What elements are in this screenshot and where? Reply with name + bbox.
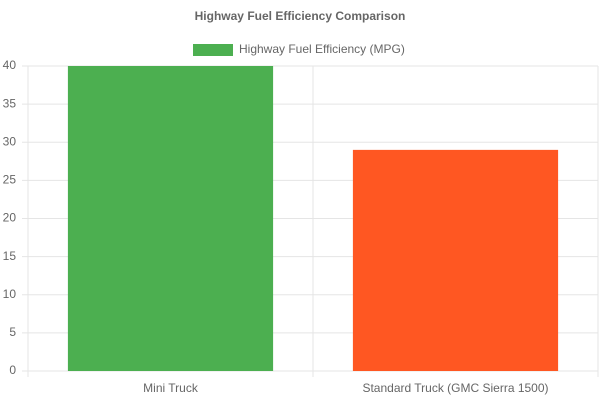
y-tick-label: 25 bbox=[3, 173, 17, 187]
legend-label: Highway Fuel Efficiency (MPG) bbox=[239, 42, 405, 56]
x-tick-label: Mini Truck bbox=[143, 381, 199, 395]
bar bbox=[67, 66, 274, 371]
y-tick-label: 10 bbox=[3, 287, 17, 301]
x-tick-label: Standard Truck (GMC Sierra 1500) bbox=[362, 381, 548, 395]
y-tick-label: 30 bbox=[3, 134, 17, 148]
y-tick-label: 40 bbox=[3, 58, 17, 72]
chart-title: Highway Fuel Efficiency Comparison bbox=[195, 9, 406, 23]
y-tick-label: 20 bbox=[3, 211, 17, 225]
y-tick-label: 5 bbox=[9, 325, 16, 339]
legend-swatch bbox=[193, 44, 233, 56]
bar bbox=[352, 149, 559, 371]
y-tick-label: 35 bbox=[3, 96, 17, 110]
y-tick-label: 15 bbox=[3, 249, 17, 263]
y-tick-label: 0 bbox=[9, 363, 16, 377]
